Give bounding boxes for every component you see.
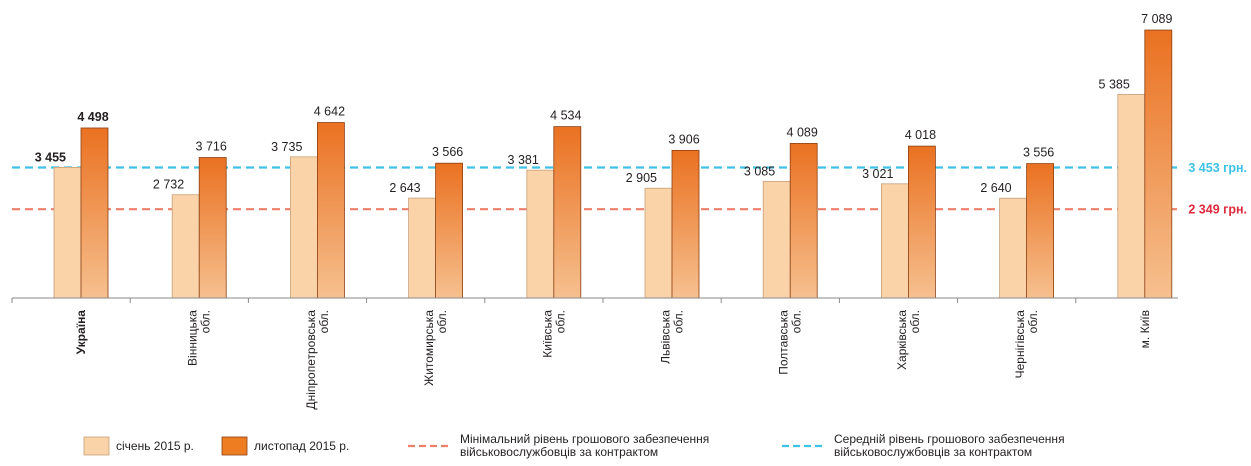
category-label-line: Житомирська [422,310,436,386]
value-label-january-8: 2 640 [980,181,1011,195]
legend-label-january: січень 2015 р. [116,439,194,453]
category-label-line: Чернігівська [1013,310,1027,379]
category-label-line: Київська [540,310,554,358]
bar-january-0 [53,167,82,299]
bar-january-8 [999,197,1027,299]
bar-november-8 [1026,163,1054,299]
category-label-line: Львівська [659,310,673,364]
category-label-5: Львівська обл. [659,310,686,364]
legend-label-average: військовослужбовців за контрактом [834,445,1032,459]
bar-november-4 [553,126,582,299]
value-label-january-6: 3 085 [744,164,775,178]
value-label-november-8: 3 556 [1023,146,1054,160]
bar-january-3 [408,197,437,299]
bar-january-5 [644,187,673,299]
value-label-november-9: 7 089 [1141,12,1172,26]
category-label-line: обл. [435,310,449,333]
bar-november-9 [1144,29,1173,299]
category-label-line: обл. [199,310,213,333]
category-label-line: Полтавська [777,310,791,375]
value-label-january-4: 3 381 [508,153,539,167]
category-label-line: обл. [1026,310,1040,333]
value-label-january-3: 2 643 [389,181,420,195]
value-label-november-2: 4 642 [314,105,345,119]
legend-label-minimum: військовослужбовців за контрактом [460,445,658,459]
value-label-january-0: 3 455 [35,150,66,164]
bar-november-7 [908,145,936,299]
bar-january-1 [171,194,200,299]
legend-swatch-november [221,436,248,456]
value-label-january-7: 3 021 [862,167,893,181]
category-label-line: обл. [672,310,686,333]
category-label-line: Україна [74,310,88,355]
value-label-november-3: 3 566 [432,145,463,159]
category-label-6: Полтавська обл. [777,310,804,375]
bar-january-4 [526,169,555,299]
bar-november-2 [316,122,345,299]
category-label-9: м. Київ [1138,310,1152,348]
bar-january-7 [881,183,909,299]
value-label-january-1: 2 732 [153,178,184,192]
category-label-1: Вінницька обл. [186,310,213,366]
bar-january-2 [289,156,318,299]
category-label-line: Вінницька [186,310,200,366]
value-label-november-6: 4 089 [787,125,818,139]
bar-november-6 [789,143,818,299]
category-label-0: Україна [74,310,88,355]
legend-label-minimum: Мінімальний рівень грошового забезпеченн… [460,432,709,446]
category-label-line: обл. [317,310,331,333]
value-label-november-0: 4 498 [77,110,108,124]
category-label-2: Дніпропетровська обл. [304,310,331,410]
category-label-line: обл. [790,310,804,333]
legend-label-average: Середній рівень грошового забезпечення [834,432,1065,446]
value-label-november-4: 4 534 [550,109,581,123]
bar-january-6 [762,180,791,299]
bar-november-3 [435,162,464,299]
category-label-7: Харківська обл. [895,310,922,370]
bar-november-0 [80,127,109,299]
bar-november-1 [198,157,227,299]
reference-line-label-0: 3 453 грн. [1188,161,1247,175]
category-label-line: обл. [553,310,567,333]
legend-swatch-january [83,436,110,456]
category-label-8: Чернігівська обл. [1013,310,1040,379]
legend-label-november: листопад 2015 р. [254,439,349,453]
value-label-january-2: 3 735 [271,140,302,154]
value-label-november-1: 3 716 [196,140,227,154]
value-label-january-5: 2 905 [626,171,657,185]
value-label-january-9: 5 385 [1099,77,1130,91]
bar-november-5 [671,149,700,299]
category-label-4: Київська обл. [540,310,567,358]
category-label-line: м. Київ [1138,310,1152,348]
category-label-3: Житомирська обл. [422,310,449,386]
category-label-line: Дніпропетровська [304,310,318,410]
value-label-november-5: 3 906 [668,132,699,146]
bar-january-9 [1117,94,1146,299]
value-label-november-7: 4 018 [905,128,936,142]
category-label-line: обл. [908,310,922,333]
reference-line-label-1: 2 349 грн. [1188,203,1247,217]
category-label-line: Харківська [895,310,909,370]
